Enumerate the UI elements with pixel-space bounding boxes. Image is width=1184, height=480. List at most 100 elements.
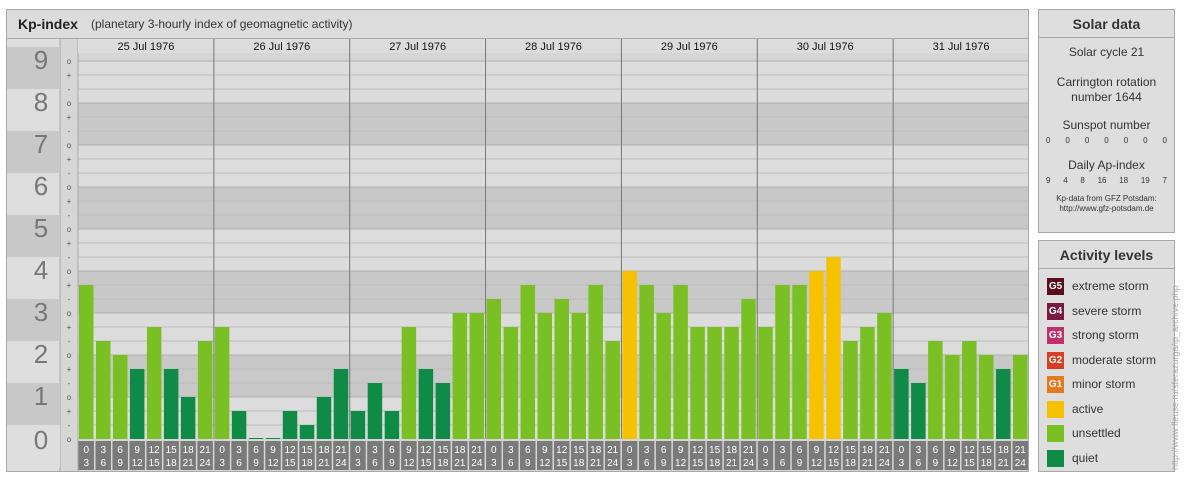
level-band — [78, 187, 1028, 229]
interval-end-label: 12 — [539, 458, 551, 469]
interval-end-label: 6 — [100, 458, 106, 469]
interval-end-label: 24 — [743, 458, 755, 469]
legend-swatch — [1047, 425, 1064, 442]
y-subtick-label: + — [67, 239, 72, 248]
y-tick-label: 1 — [34, 381, 48, 411]
kp-bar — [180, 397, 196, 439]
day-label: 27 Jul 1976 — [389, 41, 446, 53]
y-subtick-label: + — [67, 407, 72, 416]
legend-swatch — [1047, 400, 1064, 418]
y-subtick-label: o — [67, 435, 72, 444]
interval-end-label: 9 — [933, 458, 939, 469]
legend-label: severe storm — [1072, 303, 1142, 318]
y-subtick-label: o — [67, 57, 72, 66]
interval-start-label: 3 — [372, 445, 378, 456]
kp-bar — [418, 368, 434, 439]
interval-end-label: 12 — [811, 458, 823, 469]
kp-bar — [673, 284, 688, 439]
kp-bar — [367, 383, 383, 439]
interval-start-label: 21 — [1015, 445, 1027, 456]
legend-label: strong storm — [1072, 328, 1139, 342]
kp-bar — [826, 257, 841, 439]
interval-end-label: 21 — [726, 458, 738, 469]
interval-tile — [1012, 441, 1028, 470]
interval-tile — [859, 441, 876, 470]
kp-bar — [486, 299, 502, 439]
kp-bar — [656, 313, 671, 439]
interval-tile — [214, 441, 230, 470]
kp-bar — [809, 271, 824, 439]
y-subtick-label: o — [67, 225, 72, 234]
interval-end-label: 18 — [437, 458, 449, 469]
kp-bar — [996, 368, 1011, 439]
y-subtick-label: + — [67, 323, 72, 332]
interval-start-label: 18 — [998, 445, 1010, 456]
legend-swatch: G1 — [1047, 376, 1064, 393]
interval-end-label: 21 — [318, 458, 330, 469]
interval-start-label: 15 — [573, 445, 585, 456]
y-tick-label: 4 — [34, 255, 48, 285]
interval-start-label: 18 — [862, 445, 874, 456]
interval-tile — [95, 441, 111, 470]
interval-tile — [452, 441, 468, 470]
kp-bar — [724, 326, 739, 439]
interval-tile — [893, 441, 910, 470]
kp-bar — [775, 284, 790, 439]
interval-tile — [621, 441, 638, 470]
y-tick-label: 5 — [34, 213, 48, 243]
kp-bar — [333, 368, 349, 439]
interval-start-label: 0 — [899, 445, 905, 456]
kp-bar — [588, 284, 603, 439]
credit-line-1: Kp-data from GFZ Potsdam: — [1056, 194, 1157, 203]
kp-bar — [537, 313, 552, 439]
kp-bar — [911, 383, 926, 439]
interval-start-label: 18 — [726, 445, 738, 456]
kp-bar — [554, 299, 569, 439]
level-band — [78, 103, 1028, 145]
interval-start-label: 9 — [270, 445, 276, 456]
interval-tile — [944, 441, 961, 470]
y-subaxis-area — [60, 39, 78, 471]
day-label: 28 Jul 1976 — [525, 41, 582, 53]
ap-index-label: Daily Ap-index — [1068, 158, 1145, 172]
interval-start-label: 3 — [644, 445, 650, 456]
interval-end-label: 3 — [899, 458, 905, 469]
interval-end-label: 6 — [644, 458, 650, 469]
interval-tile — [384, 441, 400, 470]
sunspot-value: 0 — [1046, 136, 1051, 145]
y-subtick-label: - — [68, 337, 71, 346]
solar-data-panel: Solar data Solar cycle 21 Carrington rot… — [1038, 9, 1175, 233]
ap-index-value: 19 — [1140, 176, 1150, 185]
y-tick-label: 7 — [34, 129, 48, 159]
y-subtick-label: - — [68, 253, 71, 262]
interval-end-label: 18 — [845, 458, 857, 469]
interval-end-label: 24 — [200, 458, 212, 469]
interval-end-label: 12 — [403, 458, 415, 469]
interval-start-label: 0 — [83, 445, 89, 456]
kp-bar — [639, 284, 654, 439]
interval-start-label: 18 — [183, 445, 195, 456]
y-subtick-label: + — [67, 365, 72, 374]
kp-bar — [758, 326, 773, 439]
interval-tile — [723, 441, 740, 470]
interval-end-label: 21 — [454, 458, 466, 469]
kp-bar — [741, 299, 756, 439]
interval-end-label: 18 — [301, 458, 313, 469]
day-header-bg — [78, 39, 1028, 53]
y-subtick-label: o — [67, 393, 72, 402]
interval-start-label: 18 — [590, 445, 602, 456]
interval-tile — [604, 441, 621, 470]
y-subtick-label: o — [67, 99, 72, 108]
y-tick-label: 2 — [34, 339, 48, 369]
interval-end-label: 12 — [675, 458, 687, 469]
kp-bar — [962, 341, 977, 439]
interval-tile — [469, 441, 485, 470]
y-subtick-label: - — [68, 127, 71, 136]
interval-tile — [435, 441, 451, 470]
legend-label: extreme storm — [1072, 279, 1149, 293]
interval-tile — [418, 441, 434, 470]
kp-bar — [894, 368, 909, 439]
interval-start-label: 15 — [301, 445, 313, 456]
day-label: 25 Jul 1976 — [117, 41, 174, 53]
y-subtick-label: + — [67, 281, 72, 290]
